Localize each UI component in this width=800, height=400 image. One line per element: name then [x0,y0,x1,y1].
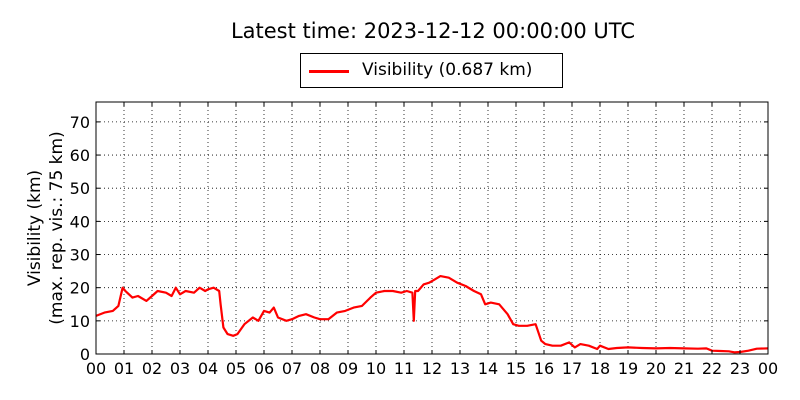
x-tick-label: 11 [394,359,414,378]
x-tick-label: 04 [198,359,218,378]
axes-layer [95,101,769,355]
x-tick-label: 02 [142,359,162,378]
x-tick-label: 10 [366,359,386,378]
y-axis-subtitle: (max. rep. vis.: 75 km) [47,131,67,324]
x-tick-label: 13 [450,359,470,378]
x-tick-label: 21 [674,359,694,378]
y-tick-label: 60 [70,146,90,165]
x-tick-label: 00 [758,359,778,378]
legend-swatch [309,70,349,73]
data-layer [95,275,769,354]
x-tick-label: 22 [702,359,722,378]
x-tick-label: 12 [422,359,442,378]
x-tick-label: 08 [310,359,330,378]
x-tick-label: 06 [254,359,274,378]
x-tick-label: 03 [170,359,190,378]
x-tick-label: 23 [730,359,750,378]
y-tick-label: 20 [70,279,90,298]
y-tick-label: 10 [70,312,90,331]
y-axis-title: Visibility (km) [25,170,45,286]
x-tick-label: 15 [506,359,526,378]
legend-label: Visibility (0.687 km) [362,60,533,80]
x-tick-label: 09 [338,359,358,378]
x-tick-label: 01 [114,359,134,378]
x-tick-label: 16 [534,359,554,378]
legend: Visibility (0.687 km) [300,53,563,88]
x-tick-label: 05 [226,359,246,378]
x-tick-label: 07 [282,359,302,378]
y-tick-label: 50 [70,179,90,198]
y-tick-label: 30 [70,246,90,265]
tick-layer: 00 01 02 03 04 05 06 07 08 09 10 11 12 13 14 15 16 17 18 19… [70,102,778,378]
grid-layer [96,102,768,354]
x-tick-label: 18 [590,359,610,378]
series-line [95,275,769,354]
plot-frame [95,101,769,355]
y-tick-label: 40 [70,212,90,231]
x-tick-label: 14 [478,359,498,378]
chart-title: Latest time: 2023-12-12 00:00:00 UTC [230,19,636,43]
x-tick-label: 20 [646,359,666,378]
x-tick-label: 17 [562,359,582,378]
y-tick-label: 70 [70,113,90,132]
x-tick-label: 00 [86,359,106,378]
y-tick-label: 0 [80,345,90,364]
x-tick-label: 19 [618,359,638,378]
